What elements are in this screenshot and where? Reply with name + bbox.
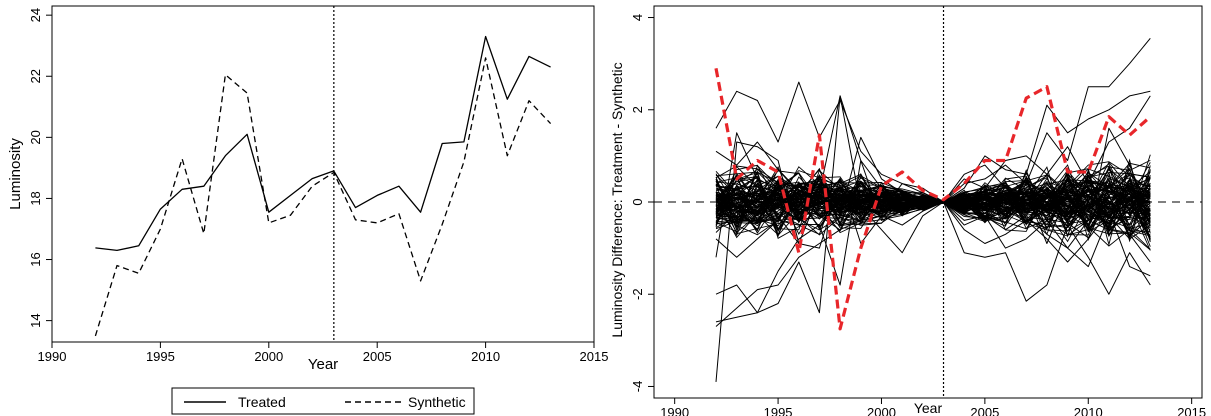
placebo-line: [715, 186, 1151, 223]
series-line-treated: [95, 35, 551, 252]
series-line-synthetic: [94, 57, 552, 337]
treated-difference-line: [714, 68, 1152, 331]
y-tick-label: 18: [28, 191, 43, 205]
left-y-axis-label: Luminosity: [7, 138, 24, 210]
placebo-line: [715, 178, 1151, 263]
legend-label-synthetic: Synthetic: [408, 394, 466, 410]
y-tick-label: 16: [28, 252, 43, 266]
y-tick-label: 2: [630, 106, 645, 113]
right-y-axis: -4 -2 0 2 4: [630, 14, 654, 392]
x-tick-label: 2005: [363, 349, 392, 364]
y-tick-label: 4: [630, 14, 645, 21]
x-tick-label: 2015: [580, 349, 609, 364]
placebo-line: [715, 95, 1151, 323]
x-tick-label: 2000: [254, 349, 283, 364]
placebo-line: [715, 194, 1151, 214]
x-tick-label: 2015: [1177, 405, 1206, 416]
left-plot-frame: [51, 5, 595, 343]
placebo-line: [715, 160, 1151, 314]
y-tick-label: 22: [28, 69, 43, 83]
treated-difference-group: [714, 68, 1152, 331]
x-tick-label: 2010: [1074, 405, 1103, 416]
y-tick-label: 0: [630, 198, 645, 205]
y-tick-label: 20: [28, 130, 43, 144]
y-tick-label: 24: [28, 8, 43, 22]
left-x-axis-label: Year: [308, 356, 338, 373]
y-tick-label: -2: [630, 288, 645, 300]
left-x-axis: 1990 1995 2000 2005 2010 2015: [38, 342, 609, 364]
legend: Treated Synthetic: [171, 387, 475, 415]
right-x-axis-label: Year: [914, 400, 943, 416]
right-y-axis-label: Luminosity Difference: Treatment - Synth…: [609, 62, 625, 337]
x-tick-label: 1990: [660, 405, 689, 416]
y-tick-label: 14: [28, 313, 43, 327]
x-tick-label: 2010: [471, 349, 500, 364]
left-y-axis: 14 16 18 20 22 24: [28, 8, 52, 328]
x-tick-label: 1995: [146, 349, 175, 364]
placebo-line: [715, 95, 1151, 217]
placebo-line: [715, 181, 1151, 223]
placebo-line: [715, 37, 1151, 382]
placebo-lines-group: [715, 37, 1151, 382]
left-panel-treated-vs-synthetic: 14 16 18 20 22 24 1990 1995 2000 2005 2010 2015 Ye…: [7, 5, 609, 415]
x-tick-label: 1990: [38, 349, 67, 364]
legend-box: [171, 387, 475, 415]
left-series-group: [94, 35, 552, 337]
right-x-axis: 1990 1995 2000 2005 2010 2015: [660, 398, 1206, 416]
legend-label-treated: Treated: [238, 394, 286, 410]
x-tick-label: 1995: [764, 405, 793, 416]
y-tick-label: -4: [630, 381, 645, 393]
placebo-line: [715, 201, 1151, 327]
x-tick-label: 2000: [867, 405, 896, 416]
x-tick-label: 2005: [970, 405, 999, 416]
right-panel-placebo-differences: -4 -2 0 2 4 1990 1995 2000 2005 2010 2015 Year Lu…: [609, 5, 1206, 416]
